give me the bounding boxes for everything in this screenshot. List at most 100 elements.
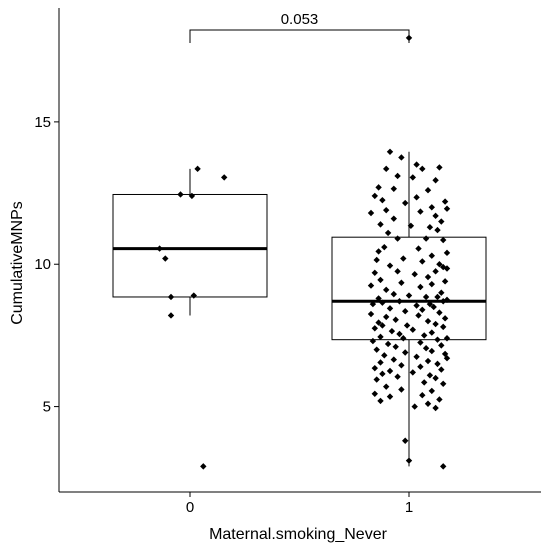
- data-point: [371, 192, 378, 200]
- data-point: [394, 172, 401, 180]
- data-point: [438, 342, 445, 349]
- data-point: [409, 326, 416, 333]
- data-point: [417, 208, 424, 215]
- data-point: [383, 165, 390, 173]
- y-tick-label: 5: [43, 399, 51, 416]
- data-point: [379, 322, 386, 329]
- data-point: [434, 336, 441, 343]
- data-point: [375, 184, 382, 191]
- data-point: [413, 194, 420, 201]
- data-point: [377, 397, 384, 405]
- data-point: [424, 317, 432, 325]
- data-point: [436, 396, 443, 403]
- data-point: [424, 357, 432, 365]
- data-point: [411, 403, 418, 410]
- data-point: [369, 337, 377, 345]
- data-point: [390, 215, 397, 222]
- data-point: [383, 313, 390, 321]
- data-point: [373, 346, 380, 353]
- data-point: [400, 255, 407, 262]
- data-point: [409, 174, 416, 181]
- data-point: [436, 261, 443, 268]
- data-point: [200, 463, 207, 470]
- data-point: [432, 374, 439, 382]
- x-axis-label: Maternal.smoking_Never: [209, 526, 388, 543]
- data-point: [405, 292, 413, 299]
- data-point: [421, 379, 428, 386]
- data-point: [177, 191, 184, 198]
- data-point: [443, 205, 451, 212]
- data-point: [417, 339, 424, 346]
- data-point: [443, 354, 451, 362]
- data-point: [441, 278, 449, 285]
- data-point: [428, 329, 435, 336]
- data-point: [440, 380, 447, 388]
- data-point: [438, 289, 445, 296]
- p-value-label: 0.053: [281, 11, 319, 28]
- data-point: [432, 177, 439, 184]
- data-point: [419, 306, 426, 313]
- data-point: [409, 369, 416, 376]
- data-point: [377, 359, 384, 366]
- data-point: [398, 154, 405, 161]
- data-point: [422, 345, 430, 352]
- data-point: [432, 320, 439, 328]
- data-point: [167, 293, 175, 301]
- data-point: [390, 356, 397, 363]
- data-point: [405, 457, 413, 464]
- data-point: [392, 343, 399, 350]
- data-point: [417, 283, 424, 291]
- data-point: [398, 362, 405, 369]
- box-iqr: [112, 193, 268, 298]
- data-point: [371, 269, 378, 276]
- data-point: [394, 373, 401, 380]
- data-point: [430, 303, 437, 311]
- data-point: [375, 319, 382, 326]
- data-point: [443, 249, 451, 257]
- data-point: [398, 386, 405, 393]
- data-point: [390, 185, 397, 192]
- data-point: [162, 255, 169, 262]
- data-point: [428, 280, 435, 288]
- data-point: [392, 316, 399, 323]
- data-point: [156, 245, 163, 252]
- data-point: [424, 273, 432, 281]
- data-point: [407, 222, 415, 229]
- data-point: [434, 226, 441, 234]
- data-point: [367, 282, 375, 289]
- data-point: [402, 199, 409, 207]
- data-point: [188, 192, 196, 200]
- data-point: [426, 300, 434, 308]
- data-point: [373, 256, 380, 264]
- x-tick-label: 0: [186, 499, 194, 516]
- data-point: [386, 393, 394, 400]
- data-point: [419, 258, 426, 265]
- data-point: [396, 330, 403, 338]
- data-point: [422, 293, 430, 301]
- data-point: [386, 148, 394, 155]
- data-point: [415, 245, 422, 252]
- data-point: [394, 235, 401, 242]
- data-point: [403, 322, 411, 329]
- data-point: [411, 271, 418, 278]
- data-point: [438, 218, 445, 225]
- data-point: [413, 302, 420, 309]
- data-point: [377, 221, 384, 228]
- data-point: [432, 268, 439, 275]
- data-point: [377, 276, 384, 284]
- data-point: [440, 323, 447, 331]
- data-point: [390, 290, 397, 298]
- data-point: [383, 206, 390, 214]
- data-point: [371, 390, 378, 397]
- data-point: [428, 387, 435, 395]
- data-point: [440, 236, 447, 244]
- data-point: [381, 352, 388, 359]
- data-point: [428, 204, 435, 211]
- data-point: [369, 300, 377, 308]
- data-point: [386, 262, 394, 269]
- data-point: [383, 383, 390, 390]
- data-point: [371, 364, 378, 372]
- data-point: [434, 360, 441, 368]
- data-point: [415, 312, 422, 319]
